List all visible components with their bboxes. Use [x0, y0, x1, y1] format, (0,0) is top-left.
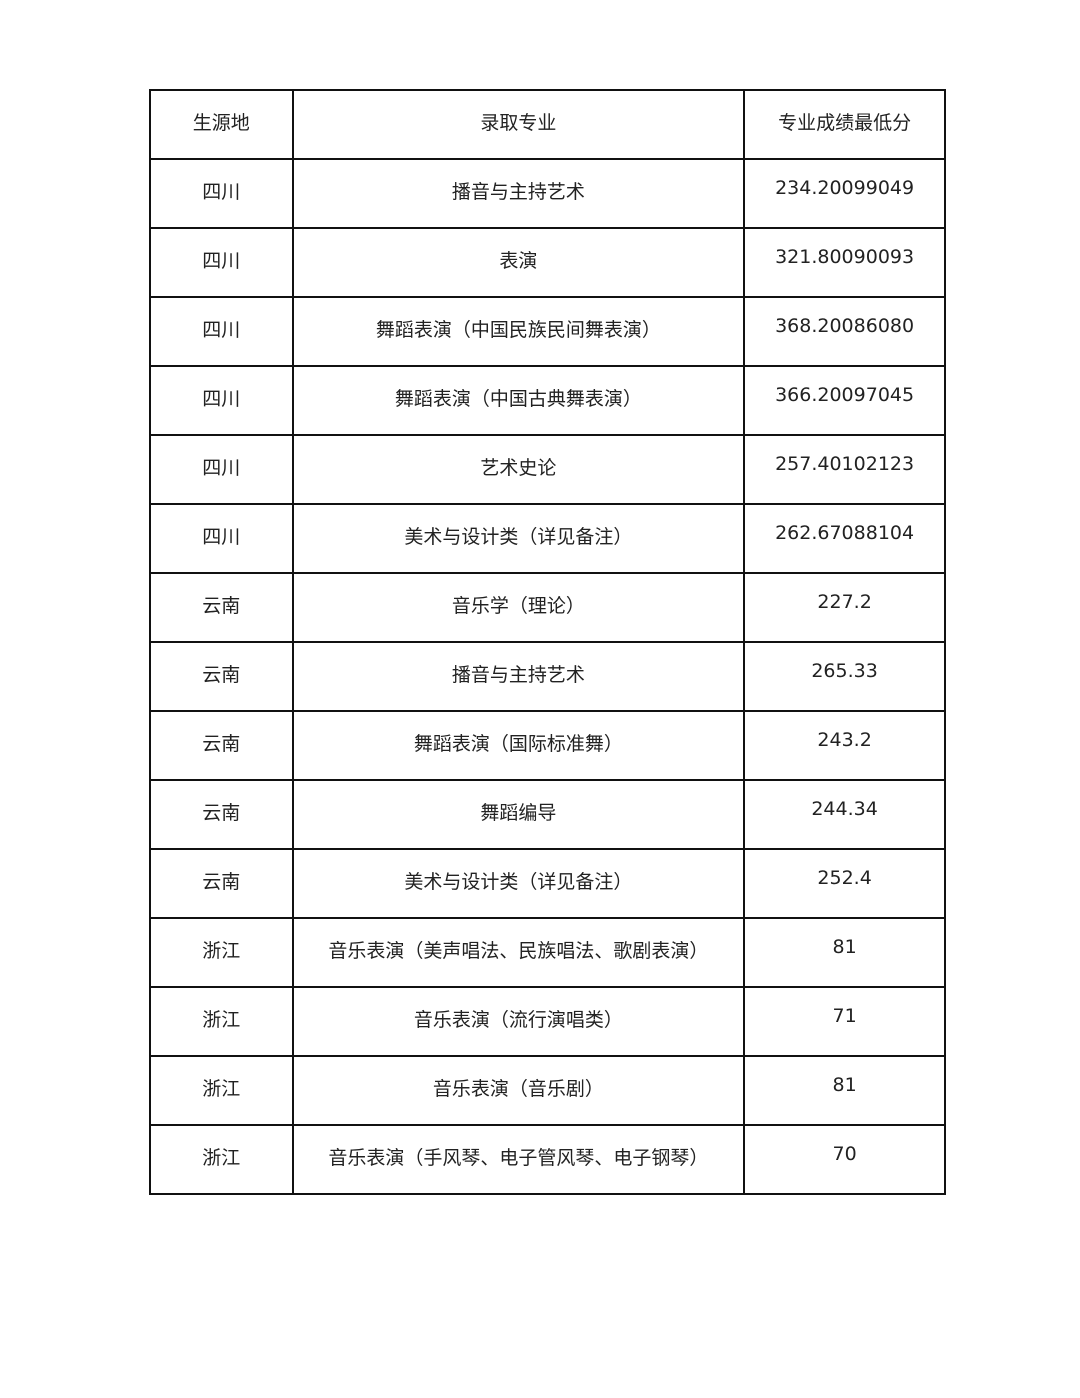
major-cell: 美术与设计类（详见备注） — [291, 503, 746, 574]
score-cell: 243.2 — [743, 710, 946, 781]
province-cell: 云南 — [149, 848, 294, 919]
table-row: 浙江 音乐表演（手风琴、电子管风琴、电子钢琴） 70 — [149, 1124, 946, 1195]
table-row: 云南 美术与设计类（详见备注） 252.4 — [149, 848, 946, 919]
province-cell: 云南 — [149, 641, 294, 712]
table-row: 云南 舞蹈表演（国际标准舞） 243.2 — [149, 710, 946, 781]
header-row: 生源地 录取专业 专业成绩最低分 — [149, 89, 946, 160]
score-cell: 70 — [743, 1124, 946, 1195]
table-row: 云南 播音与主持艺术 265.33 — [149, 641, 946, 712]
table-row: 浙江 音乐表演（音乐剧） 81 — [149, 1055, 946, 1126]
major-cell: 表演 — [291, 227, 746, 298]
table-row: 四川 艺术史论 257.40102123 — [149, 434, 946, 505]
province-cell: 四川 — [149, 296, 294, 367]
score-cell: 368.20086080 — [743, 296, 946, 367]
province-cell: 云南 — [149, 710, 294, 781]
major-cell: 音乐表演（音乐剧） — [291, 1055, 746, 1126]
score-cell: 234.20099049 — [743, 158, 946, 229]
major-cell: 舞蹈表演（国际标准舞） — [291, 710, 746, 781]
score-cell: 366.20097045 — [743, 365, 946, 436]
score-cell: 252.4 — [743, 848, 946, 919]
score-cell: 81 — [743, 1055, 946, 1126]
province-cell: 云南 — [149, 572, 294, 643]
major-cell: 艺术史论 — [291, 434, 746, 505]
table-row: 四川 播音与主持艺术 234.20099049 — [149, 158, 946, 229]
province-cell: 四川 — [149, 503, 294, 574]
score-cell: 71 — [743, 986, 946, 1057]
table-row: 云南 舞蹈编导 244.34 — [149, 779, 946, 850]
table-row: 浙江 音乐表演（流行演唱类） 71 — [149, 986, 946, 1057]
province-cell: 云南 — [149, 779, 294, 850]
score-cell: 244.34 — [743, 779, 946, 850]
score-cell: 262.67088104 — [743, 503, 946, 574]
major-cell: 音乐表演（手风琴、电子管风琴、电子钢琴） — [291, 1124, 746, 1195]
table-row: 浙江 音乐表演（美声唱法、民族唱法、歌剧表演） 81 — [149, 917, 946, 988]
score-cell: 321.80090093 — [743, 227, 946, 298]
province-cell: 浙江 — [149, 1055, 294, 1126]
header-min-score: 专业成绩最低分 — [743, 89, 946, 160]
major-cell: 播音与主持艺术 — [291, 158, 746, 229]
header-major: 录取专业 — [291, 89, 746, 160]
header-province: 生源地 — [149, 89, 294, 160]
major-cell: 美术与设计类（详见备注） — [291, 848, 746, 919]
major-cell: 音乐表演（美声唱法、民族唱法、歌剧表演） — [291, 917, 746, 988]
score-cell: 257.40102123 — [743, 434, 946, 505]
province-cell: 浙江 — [149, 917, 294, 988]
major-cell: 舞蹈表演（中国古典舞表演） — [291, 365, 746, 436]
table-row: 四川 表演 321.80090093 — [149, 227, 946, 298]
province-cell: 浙江 — [149, 986, 294, 1057]
major-cell: 音乐表演（流行演唱类） — [291, 986, 746, 1057]
score-cell: 227.2 — [743, 572, 946, 643]
province-cell: 四川 — [149, 365, 294, 436]
major-cell: 舞蹈表演（中国民族民间舞表演） — [291, 296, 746, 367]
table-row: 四川 舞蹈表演（中国古典舞表演） 366.20097045 — [149, 365, 946, 436]
score-cell: 265.33 — [743, 641, 946, 712]
province-cell: 四川 — [149, 434, 294, 505]
score-cell: 81 — [743, 917, 946, 988]
major-cell: 播音与主持艺术 — [291, 641, 746, 712]
province-cell: 四川 — [149, 158, 294, 229]
table-row: 四川 舞蹈表演（中国民族民间舞表演） 368.20086080 — [149, 296, 946, 367]
table-row: 云南 音乐学（理论） 227.2 — [149, 572, 946, 643]
major-cell: 舞蹈编导 — [291, 779, 746, 850]
province-cell: 浙江 — [149, 1124, 294, 1195]
admission-scores-table: 生源地 录取专业 专业成绩最低分 四川 播音与主持艺术 234.20099049 四川… — [149, 89, 946, 1195]
table-row: 四川 美术与设计类（详见备注） 262.67088104 — [149, 503, 946, 574]
province-cell: 四川 — [149, 227, 294, 298]
major-cell: 音乐学（理论） — [291, 572, 746, 643]
